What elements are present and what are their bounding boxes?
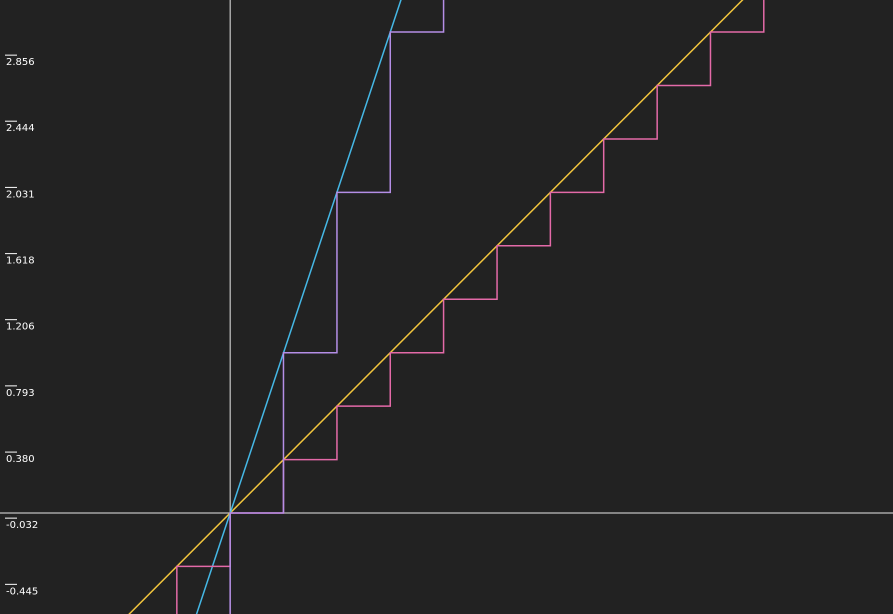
line: [128, 0, 744, 614]
y-tick-label: -0.032: [6, 520, 38, 531]
y-tick-label: 1.618: [6, 256, 35, 267]
y-tick-label: -0.445: [6, 586, 38, 597]
line: [195, 0, 402, 614]
y-tick-label: 2.031: [6, 189, 35, 200]
y-tick-label: 0.793: [6, 388, 35, 399]
y-tick-label: 2.444: [6, 123, 35, 134]
line: [229, 0, 445, 614]
y-tick-label: 2.856: [6, 57, 35, 68]
y-tick-label: 1.206: [6, 322, 35, 333]
y-tick-label: 0.380: [6, 454, 35, 465]
